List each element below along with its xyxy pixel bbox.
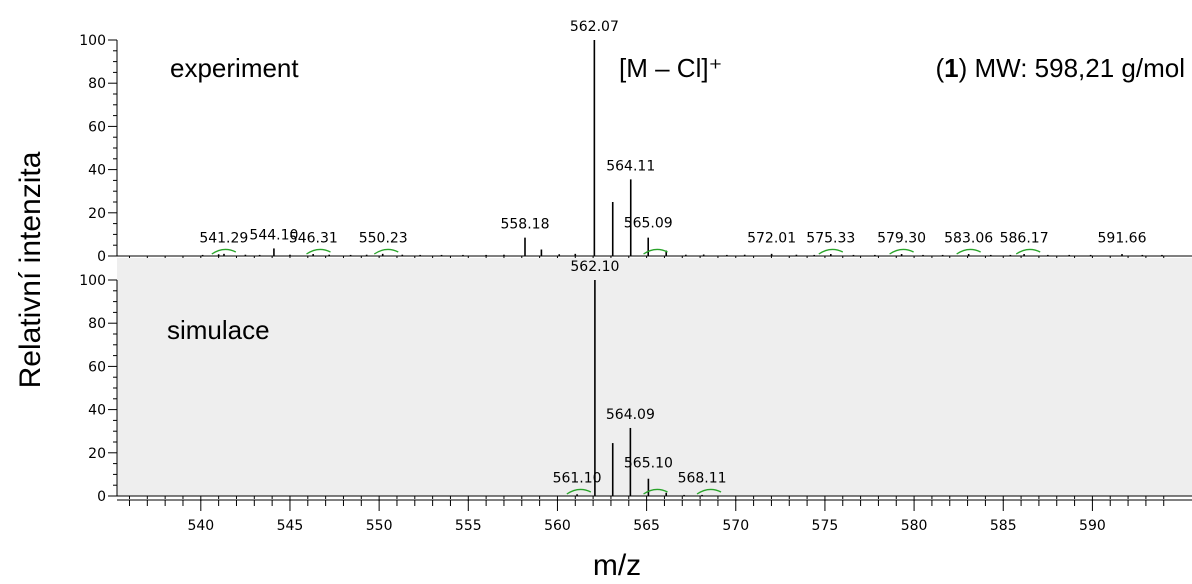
peak-label: 565.09	[624, 216, 673, 232]
centroid-mark	[306, 248, 331, 255]
centroid-mark	[643, 248, 668, 255]
peak-label: 575.33	[806, 231, 855, 247]
peak-label: 591.66	[1098, 231, 1147, 247]
peak-label: 572.01	[747, 231, 796, 247]
y-tick-label: 60	[88, 359, 106, 375]
panel-background	[117, 258, 1192, 496]
peak-label: 583.06	[944, 231, 993, 247]
peak-label: 558.18	[500, 217, 549, 233]
peak-label: 564.11	[606, 158, 655, 174]
peak-label: 562.10	[570, 259, 619, 275]
y-tick-label: 80	[88, 316, 106, 332]
peak-label: 561.10	[553, 471, 602, 487]
panel-simulace: 0 20 40 60 80 100 561.10 562.10 564.09 565.10 568.…	[79, 258, 1192, 505]
y-axis-label: Relativní intenzita	[14, 151, 47, 388]
x-tick-label: 580	[901, 518, 928, 534]
y-tick-label: 0	[97, 489, 106, 505]
peak-label: 550.23	[359, 231, 408, 247]
peak-label: 565.10	[624, 456, 673, 472]
y-tick-label: 40	[88, 163, 106, 179]
centroid-mark	[1015, 248, 1041, 255]
x-tick-label: 575	[812, 518, 839, 534]
x-tick-label: 540	[187, 518, 214, 534]
x-tick-label: 570	[722, 518, 749, 534]
panel-name-experiment: experiment	[170, 53, 299, 83]
centroid-mark	[889, 248, 914, 255]
centroid-mark	[818, 248, 844, 255]
y-tick-label: 40	[88, 403, 106, 419]
centroid-mark	[373, 248, 399, 255]
y-tick-label: 0	[97, 249, 106, 265]
peak-label: 562.07	[570, 19, 619, 35]
x-tick-label: 585	[990, 518, 1017, 534]
x-tick-label: 590	[1079, 518, 1106, 534]
peak-label: 546.31	[289, 231, 338, 247]
mw-annotation: (1) MW: 598,21 g/mol	[935, 53, 1185, 83]
peak-label: 586.17	[1000, 231, 1049, 247]
peak-label: 541.29	[199, 231, 248, 247]
x-tick-label: 550	[366, 518, 393, 534]
y-tick-label: 100	[79, 273, 106, 289]
centroid-mark	[956, 248, 981, 255]
peak-label: 544.10	[249, 227, 298, 243]
x-axis-label: m/z	[593, 549, 641, 582]
x-tick-label: 565	[633, 518, 660, 534]
x-tick-label: 545	[277, 518, 304, 534]
peak-label: 568.11	[678, 471, 727, 487]
centroid-mark	[696, 488, 722, 495]
ion-annotation: [M – Cl]⁺	[619, 53, 722, 83]
y-tick-label: 100	[79, 33, 106, 49]
x-tick-label: 555	[455, 518, 482, 534]
centroid-mark	[211, 248, 237, 255]
panel-name-simulace: simulace	[167, 315, 270, 345]
y-tick-label: 20	[88, 206, 106, 222]
centroid-mark	[566, 488, 592, 495]
x-tick-label: 560	[544, 518, 571, 534]
centroid-mark	[643, 488, 668, 495]
y-tick-label: 60	[88, 119, 106, 135]
y-tick-label: 80	[88, 76, 106, 92]
peak-label: 579.30	[877, 231, 926, 247]
y-tick-label: 20	[88, 446, 106, 462]
peak-label: 564.09	[606, 407, 655, 423]
